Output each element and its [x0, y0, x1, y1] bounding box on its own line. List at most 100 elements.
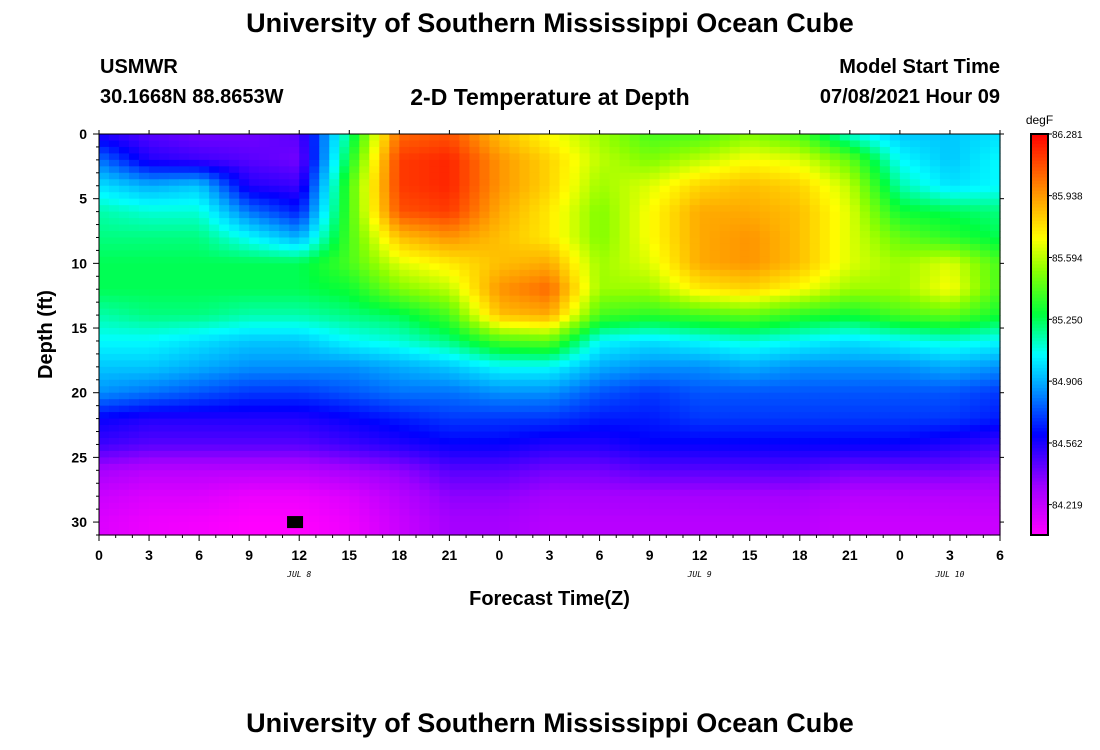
- heatmap-cell: [659, 360, 671, 368]
- heatmap-cell: [739, 308, 751, 316]
- heatmap-cell: [969, 134, 981, 142]
- heatmap-cell: [949, 431, 961, 439]
- heatmap-cell: [859, 263, 871, 271]
- heatmap-cell: [389, 185, 400, 193]
- heatmap-cell: [539, 295, 551, 303]
- heatmap-cell: [709, 463, 721, 471]
- heatmap-cell: [129, 392, 140, 400]
- heatmap-cell: [689, 159, 701, 167]
- heatmap-cell: [709, 140, 721, 148]
- heatmap-cell: [779, 463, 791, 471]
- heatmap-cell: [379, 263, 390, 271]
- heatmap-cell: [259, 153, 270, 161]
- heatmap-cell: [309, 269, 320, 277]
- heatmap-cell: [819, 437, 831, 446]
- heatmap-cell: [319, 347, 330, 355]
- heatmap-cell: [449, 347, 460, 355]
- heatmap-cell: [729, 185, 741, 193]
- heatmap-cell: [429, 392, 440, 400]
- heatmap-cell: [899, 418, 911, 426]
- heatmap-cell: [979, 205, 991, 213]
- heatmap-cell: [269, 243, 280, 252]
- heatmap-cell: [159, 431, 170, 439]
- heatmap-cell: [239, 276, 250, 284]
- heatmap-cell: [319, 263, 330, 271]
- heatmap-cell: [369, 379, 380, 387]
- heatmap-cell: [619, 476, 631, 484]
- heatmap-cell: [759, 153, 771, 161]
- heatmap-cell: [919, 340, 931, 349]
- heatmap-cell: [269, 282, 280, 290]
- heatmap-cell: [709, 243, 721, 252]
- heatmap-cell: [729, 276, 741, 284]
- heatmap-cell: [799, 289, 811, 297]
- heatmap-cell: [549, 437, 561, 446]
- heatmap-cell: [629, 205, 641, 213]
- heatmap-cell: [989, 134, 1001, 142]
- heatmap-cell: [159, 237, 170, 245]
- heatmap-cell: [859, 211, 871, 219]
- heatmap-cell: [109, 159, 120, 167]
- heatmap-cell: [379, 379, 390, 387]
- heatmap-cell: [749, 386, 761, 394]
- heatmap-cell: [309, 276, 320, 284]
- heatmap-cell: [689, 347, 701, 355]
- heatmap-cell: [789, 450, 801, 458]
- heatmap-cell: [699, 302, 711, 310]
- heatmap-cell: [99, 431, 110, 439]
- heatmap-cell: [429, 198, 440, 206]
- heatmap-cell: [579, 198, 591, 206]
- heatmap-cell: [629, 302, 641, 310]
- heatmap-cell: [519, 250, 531, 258]
- heatmap-cell: [659, 263, 671, 271]
- heatmap-cell: [239, 166, 250, 174]
- heatmap-cell: [579, 256, 591, 264]
- heatmap-cell: [309, 282, 320, 290]
- heatmap-cell: [779, 140, 791, 148]
- heatmap-cell: [849, 185, 861, 193]
- heatmap-cell: [259, 276, 270, 284]
- heatmap-cell: [559, 205, 571, 213]
- heatmap-cell: [819, 483, 831, 491]
- heatmap-cell: [279, 315, 290, 323]
- heatmap-cell: [219, 218, 230, 226]
- heatmap-cell: [819, 289, 831, 297]
- heatmap-cell: [129, 334, 140, 342]
- heatmap-cell: [679, 418, 691, 426]
- heatmap-cell: [549, 360, 561, 368]
- heatmap-cell: [959, 205, 971, 213]
- heatmap-cell: [419, 263, 430, 271]
- heatmap-cell: [219, 373, 230, 381]
- heatmap-cell: [739, 276, 751, 284]
- heatmap-cell: [939, 386, 951, 394]
- heatmap-cell: [539, 263, 551, 271]
- heatmap-cell: [819, 412, 831, 420]
- heatmap-cell: [219, 211, 230, 219]
- heatmap-cell: [379, 159, 390, 167]
- heatmap-cell: [449, 243, 460, 252]
- heatmap-cell: [979, 399, 991, 407]
- heatmap-cell: [639, 185, 651, 193]
- heatmap-cell: [769, 476, 781, 484]
- heatmap-cell: [319, 134, 330, 142]
- heatmap-cell: [619, 470, 631, 478]
- heatmap-cell: [179, 412, 190, 420]
- heatmap-cell: [489, 425, 501, 433]
- heatmap-cell: [199, 289, 210, 297]
- heatmap-cell: [919, 457, 931, 465]
- heatmap-cell: [639, 360, 651, 368]
- heatmap-cell: [539, 302, 551, 310]
- heatmap-cell: [909, 198, 921, 206]
- heatmap-cell: [509, 179, 521, 187]
- heatmap-cell: [159, 205, 170, 213]
- heatmap-cell: [639, 250, 651, 258]
- heatmap-cell: [259, 159, 270, 167]
- heatmap-cell: [879, 205, 891, 213]
- heatmap-cell: [179, 198, 190, 206]
- heatmap-cell: [139, 366, 150, 374]
- heatmap-cell: [499, 386, 511, 394]
- heatmap-cell: [809, 166, 821, 174]
- heatmap-cell: [639, 224, 651, 232]
- heatmap-cell: [679, 211, 691, 219]
- heatmap-cell: [489, 412, 501, 420]
